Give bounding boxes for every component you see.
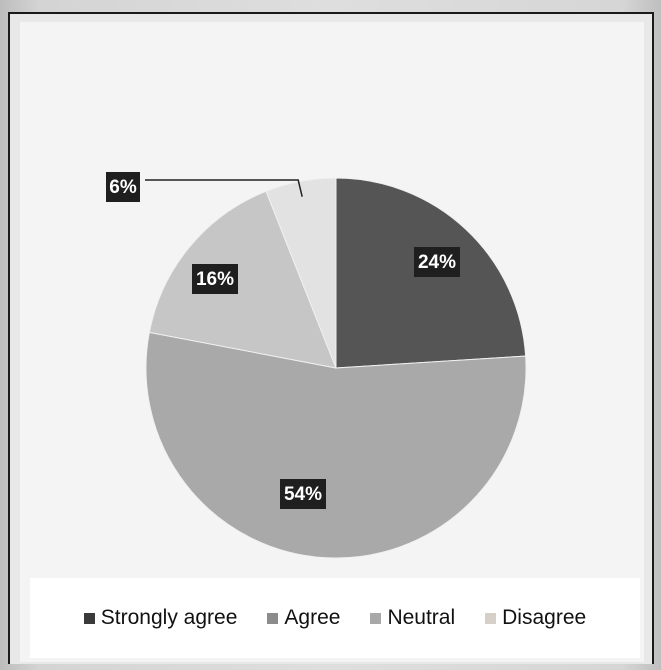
data-label-disagree: 6% [106, 172, 140, 202]
legend-label: Strongly agree [100, 606, 238, 629]
legend-item-agree: Agree [267, 606, 340, 630]
data-label-neutral: 16% [192, 264, 238, 294]
callout-leader-line [145, 179, 303, 197]
data-label-text: 24% [418, 252, 456, 273]
data-label-box [280, 479, 326, 509]
legend-swatch [267, 612, 279, 624]
data-label-box [414, 247, 460, 277]
data-label-text: 6% [109, 177, 137, 198]
data-label-box [106, 172, 140, 202]
data-label-agree: 54% [280, 479, 326, 509]
legend-swatch [83, 612, 95, 624]
pie-slice-agree [145, 331, 527, 559]
legend-swatch [485, 612, 497, 624]
legend-item-disagree: Disagree [485, 606, 586, 630]
data-label-text: 16% [196, 269, 234, 290]
pie-slice-neutral [148, 190, 337, 369]
legend-label: Agree [284, 606, 341, 629]
legend-label: Neutral [387, 606, 456, 629]
legend-item-strongly-agree: Strongly agree [83, 606, 238, 630]
legend-item-neutral: Neutral [370, 606, 455, 630]
legend-label: Disagree [502, 606, 587, 629]
pie-slice-disagree [265, 177, 337, 369]
data-label-strongly-agree: 24% [414, 247, 460, 277]
data-label-box [192, 264, 238, 294]
chart-legend: Strongly agree Agree Neutral Disagree [30, 578, 640, 658]
legend-swatch [370, 612, 382, 624]
data-label-text: 54% [284, 484, 322, 505]
